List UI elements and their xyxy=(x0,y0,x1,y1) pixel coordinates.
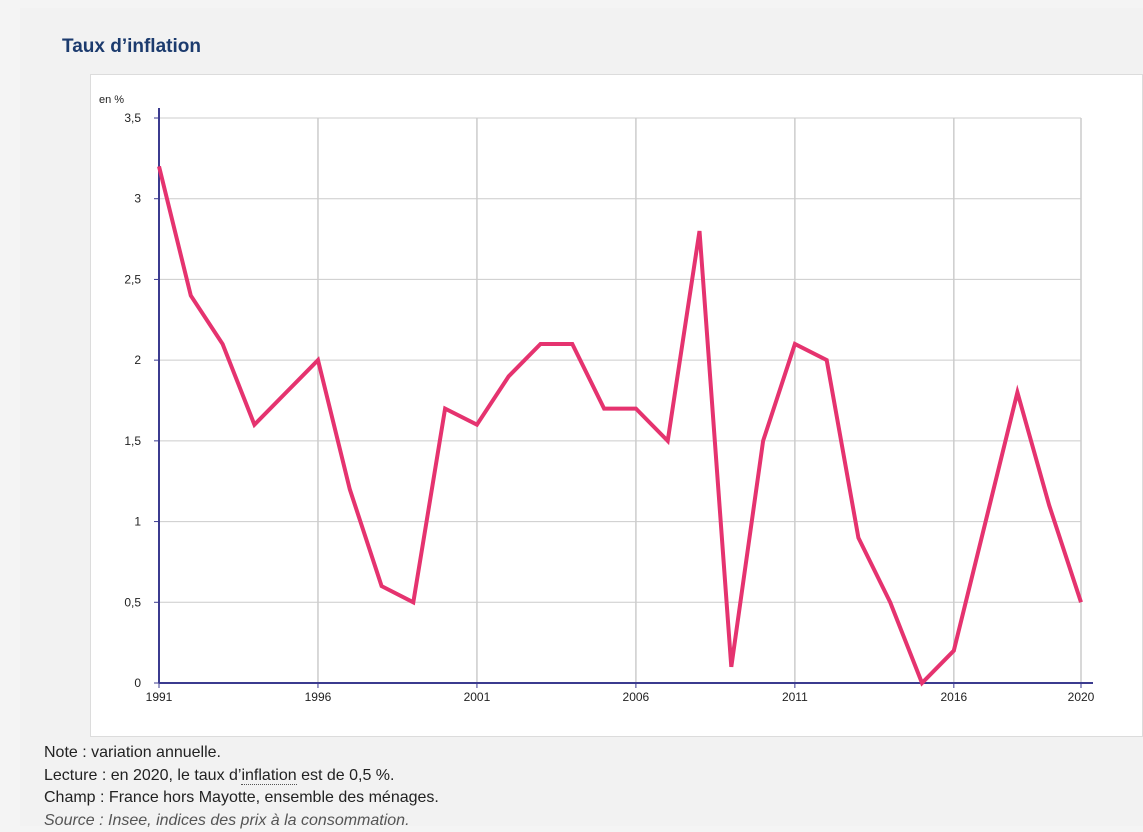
data-point xyxy=(157,164,161,168)
data-point xyxy=(602,407,606,411)
data-point xyxy=(984,520,988,524)
x-tick-label: 2020 xyxy=(1068,690,1095,704)
y-tick-label: 2,5 xyxy=(124,272,141,286)
grid xyxy=(159,118,1081,683)
chart-notes: Note : variation annuelle. Lecture : en … xyxy=(44,742,439,832)
y-tick-label: 3 xyxy=(134,192,141,206)
data-point xyxy=(761,439,765,443)
y-tick-label: 0,5 xyxy=(124,595,141,609)
y-tick-label: 0 xyxy=(134,676,141,690)
y-tick-label: 1 xyxy=(134,515,141,529)
series-line xyxy=(159,166,1081,683)
data-point xyxy=(284,390,288,394)
data-point xyxy=(825,358,829,362)
x-tick-label: 2006 xyxy=(623,690,650,704)
data-point xyxy=(475,423,479,427)
x-tick-label: 1996 xyxy=(305,690,332,704)
y-tick-label: 2 xyxy=(134,353,141,367)
lecture-prefix: Lecture : en 2020, le taux d’ xyxy=(44,767,241,784)
data-point xyxy=(634,407,638,411)
series-layer xyxy=(157,164,1083,685)
source-text: Source : Insee, indices des prix à la co… xyxy=(44,810,439,832)
data-point xyxy=(252,423,256,427)
note-text: Note : variation annuelle. xyxy=(44,742,439,765)
data-point xyxy=(348,487,352,491)
lecture-suffix: est de 0,5 %. xyxy=(297,767,395,784)
data-point xyxy=(1015,390,1019,394)
data-point xyxy=(666,439,670,443)
data-point xyxy=(888,600,892,604)
x-tick-label: 2011 xyxy=(782,690,808,704)
data-point xyxy=(952,649,956,653)
data-point xyxy=(793,342,797,346)
data-point xyxy=(411,600,415,604)
data-point xyxy=(316,358,320,362)
data-point xyxy=(443,407,447,411)
data-point xyxy=(856,536,860,540)
data-point xyxy=(729,665,733,669)
x-tick-label: 2001 xyxy=(464,690,491,704)
inflation-definition-link[interactable]: inflation xyxy=(241,767,296,785)
data-point xyxy=(189,294,193,298)
data-point xyxy=(697,229,701,233)
axes xyxy=(154,108,1093,688)
inflation-line-chart: 0 0,5 1 1,5 2 2,5 3 3,5 1991 1996 2001 2006 2011 2016… xyxy=(91,75,1143,738)
data-point xyxy=(920,681,924,685)
data-point xyxy=(1079,600,1083,604)
data-point xyxy=(221,342,225,346)
y-tick-label: 1,5 xyxy=(124,434,141,448)
x-tick-label: 2016 xyxy=(940,690,967,704)
data-point xyxy=(539,342,543,346)
lecture-text: Lecture : en 2020, le taux d’inflation e… xyxy=(44,765,439,788)
data-point xyxy=(380,584,384,588)
data-point xyxy=(1047,503,1051,507)
data-point xyxy=(507,374,511,378)
y-tick-label: 3,5 xyxy=(124,111,141,125)
y-axis-label: en % xyxy=(99,94,124,106)
data-point xyxy=(570,342,574,346)
chart-card: 0 0,5 1 1,5 2 2,5 3 3,5 1991 1996 2001 2006 2011 2016… xyxy=(90,74,1143,737)
x-tick-label: 1991 xyxy=(146,690,173,704)
chart-title: Taux d’inflation xyxy=(62,36,201,58)
champ-text: Champ : France hors Mayotte, ensemble de… xyxy=(44,787,439,810)
